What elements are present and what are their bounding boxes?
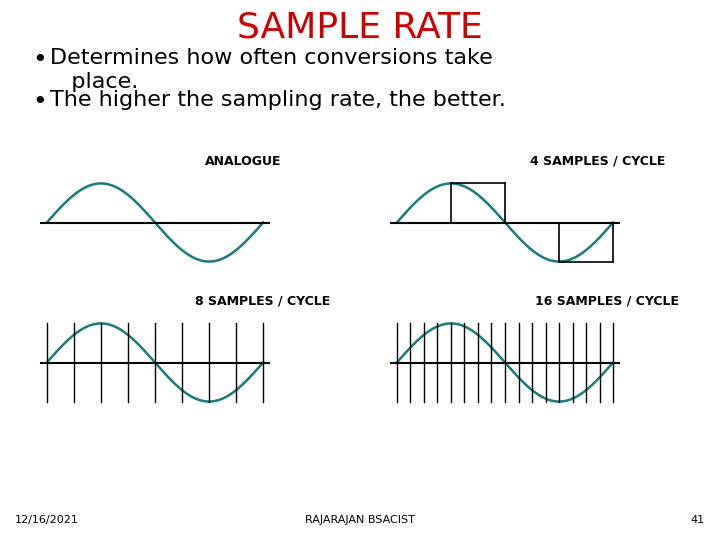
Text: place.: place. — [50, 72, 138, 92]
Text: •: • — [32, 48, 47, 72]
Text: ANALOGUE: ANALOGUE — [205, 155, 282, 168]
Text: Determines how often conversions take: Determines how often conversions take — [50, 48, 492, 68]
Text: •: • — [32, 90, 47, 114]
Text: 16 SAMPLES / CYCLE: 16 SAMPLES / CYCLE — [535, 295, 679, 308]
Text: 8 SAMPLES / CYCLE: 8 SAMPLES / CYCLE — [195, 295, 330, 308]
Text: RAJARAJAN BSACIST: RAJARAJAN BSACIST — [305, 515, 415, 525]
Text: SAMPLE RATE: SAMPLE RATE — [237, 10, 483, 44]
Text: The higher the sampling rate, the better.: The higher the sampling rate, the better… — [50, 90, 506, 110]
Text: 12/16/2021: 12/16/2021 — [15, 515, 79, 525]
Text: 41: 41 — [691, 515, 705, 525]
Text: 4 SAMPLES / CYCLE: 4 SAMPLES / CYCLE — [530, 155, 665, 168]
